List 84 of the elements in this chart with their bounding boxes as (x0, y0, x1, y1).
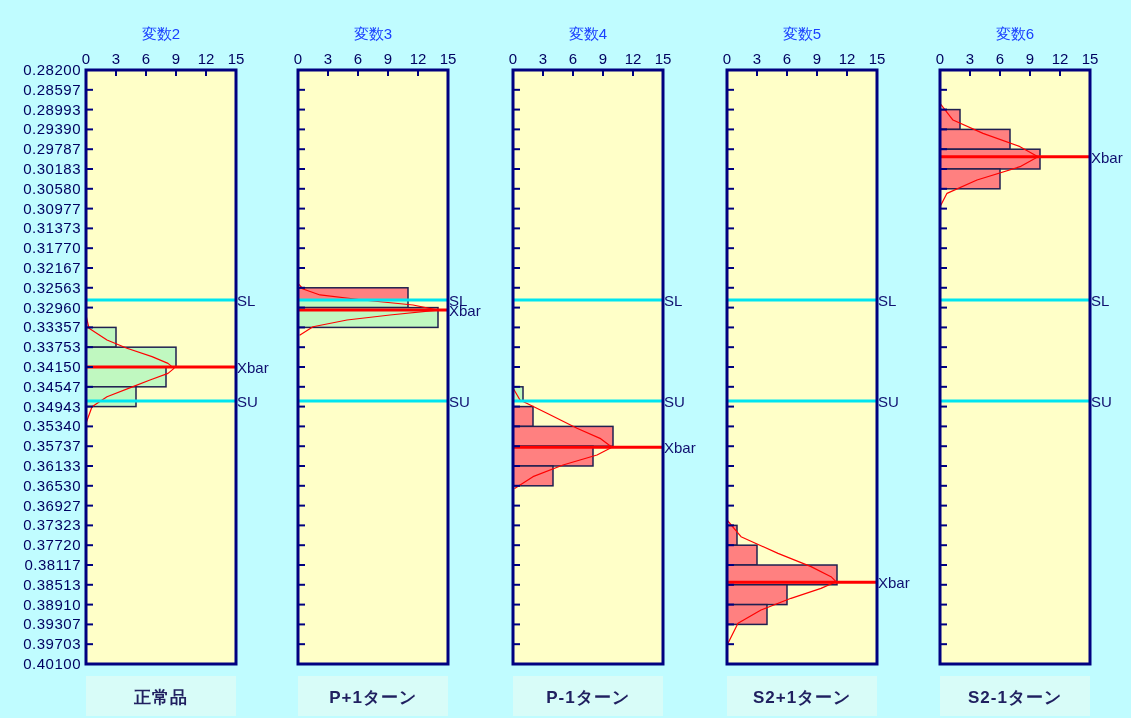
ref-line-label: Xbar (237, 359, 269, 376)
chart-title: 変数3 (353, 25, 393, 42)
x-tick-label: 12 (838, 50, 856, 67)
y-tick-label: 0.33357 (23, 318, 81, 336)
y-tick-label: 0.39307 (23, 615, 81, 633)
y-tick-label: 0.38910 (23, 595, 81, 613)
x-tick-label: 6 (995, 50, 1005, 67)
ref-line-label: SU (237, 392, 258, 410)
x-tick-label: 15 (227, 50, 245, 67)
x-tick-label: 15 (868, 50, 886, 67)
x-axis-title: P+1ターン (329, 688, 417, 707)
y-tick-label: 0.37323 (23, 516, 81, 534)
y-tick-label: 0.32167 (23, 259, 81, 277)
x-tick-label: 3 (111, 50, 121, 67)
x-tick-label: 6 (141, 50, 151, 67)
x-tick-label: 3 (965, 50, 975, 67)
ref-line-label: SL (237, 292, 256, 310)
ref-line-label: SL (664, 292, 683, 310)
y-tick-label: 0.31770 (23, 239, 81, 257)
y-tick-label: 0.33753 (23, 338, 81, 356)
y-tick-label: 0.28200 (23, 61, 81, 78)
y-tick-label: 0.38117 (24, 556, 81, 574)
y-tick-label: 0.32960 (23, 298, 81, 316)
y-tick-label: 0.36133 (23, 456, 81, 474)
ref-line-label: Xbar (878, 574, 910, 592)
y-tick-label: 0.31373 (23, 219, 81, 237)
x-tick-label: 3 (538, 50, 548, 67)
ref-line-label: Xbar (1091, 148, 1123, 166)
x-tick-label: 12 (409, 50, 427, 67)
ref-line-label: SL (1091, 292, 1110, 310)
ref-line-label: SL (878, 292, 897, 310)
y-tick-label: 0.29787 (23, 140, 81, 158)
ref-line-label: SU (878, 392, 899, 410)
x-axis-title: S2+1ターン (752, 688, 852, 707)
chart-title: 変数4 (568, 25, 608, 42)
chart-title: 変数5 (782, 25, 822, 42)
x-axis-title: S2-1ターン (968, 688, 1062, 707)
chart-title: 変数2 (141, 25, 181, 42)
y-tick-label: 0.36927 (23, 496, 81, 514)
y-tick-label: 0.32563 (23, 278, 81, 296)
x-tick-label: 0 (293, 50, 303, 67)
y-tick-label: 0.34943 (23, 397, 81, 415)
y-tick-label: 0.34150 (23, 358, 81, 375)
x-tick-label: 15 (439, 50, 457, 67)
y-tick-label: 0.28993 (23, 100, 81, 118)
x-tick-label: 3 (752, 50, 762, 67)
x-tick-label: 12 (624, 50, 642, 67)
y-tick-label: 0.35340 (23, 417, 81, 435)
x-tick-label: 9 (171, 50, 181, 67)
y-tick-label: 0.29390 (23, 120, 81, 138)
x-tick-label: 3 (323, 50, 333, 67)
x-tick-label: 9 (598, 50, 608, 67)
ref-line-label: SU (664, 392, 685, 410)
y-tick-label: 0.30580 (23, 179, 81, 197)
ref-line-label: SU (449, 392, 470, 410)
x-tick-label: 0 (722, 50, 732, 67)
y-tick-label: 0.39703 (23, 635, 81, 653)
x-tick-label: 12 (197, 50, 215, 67)
x-axis-title: 正常品 (133, 688, 188, 707)
ref-line-label: Xbar (664, 439, 696, 457)
x-tick-label: 6 (353, 50, 363, 67)
x-axis-title: P-1ターン (546, 688, 630, 707)
x-tick-label: 6 (782, 50, 792, 67)
y-tick-label: 0.37720 (23, 536, 81, 554)
x-tick-label: 0 (935, 50, 945, 67)
y-tick-label: 0.30977 (23, 199, 81, 217)
x-tick-label: 9 (812, 50, 822, 67)
x-tick-label: 0 (81, 50, 91, 67)
x-tick-label: 15 (1081, 50, 1099, 67)
x-tick-label: 6 (568, 50, 578, 67)
y-tick-label: 0.30183 (23, 159, 81, 177)
chart-title: 変数6 (995, 25, 1035, 42)
y-tick-label: 0.35737 (23, 437, 81, 455)
y-tick-label: 0.28597 (23, 80, 81, 98)
y-tick-label: 0.38513 (23, 575, 81, 593)
x-tick-label: 0 (508, 50, 518, 67)
x-tick-label: 9 (383, 50, 393, 67)
y-tick-label: 0.40100 (23, 655, 81, 672)
x-tick-label: 12 (1051, 50, 1069, 67)
ref-line-label: SU (1091, 392, 1112, 410)
y-tick-label: 0.34547 (23, 377, 81, 395)
x-tick-label: 9 (1025, 50, 1035, 67)
x-tick-label: 15 (654, 50, 672, 67)
y-tick-label: 0.36530 (23, 476, 81, 494)
